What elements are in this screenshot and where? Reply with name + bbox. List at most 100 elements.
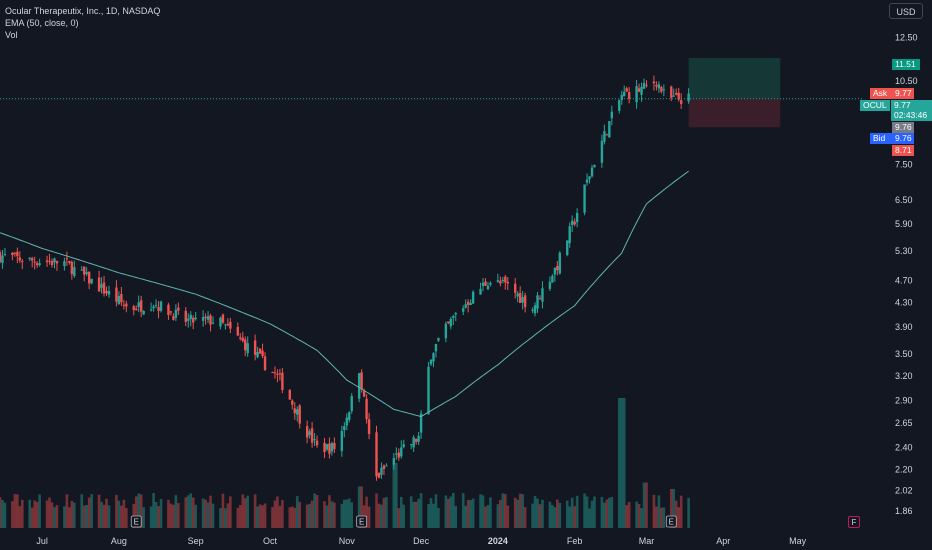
candle bbox=[48, 253, 51, 265]
bid-level-tag: 9.76 bbox=[892, 122, 914, 133]
last-price-tag: 9.77 bbox=[891, 100, 932, 111]
candle bbox=[637, 83, 641, 93]
candle bbox=[276, 369, 279, 383]
candle bbox=[278, 368, 282, 381]
volume-bar bbox=[588, 508, 591, 528]
candle bbox=[538, 295, 542, 300]
candle bbox=[479, 282, 482, 295]
volume-bar bbox=[523, 507, 527, 528]
candle bbox=[293, 402, 296, 420]
candle bbox=[323, 437, 326, 459]
candle bbox=[375, 425, 378, 481]
volume-bar bbox=[45, 500, 49, 528]
volume-bar bbox=[600, 496, 604, 528]
volume-bar bbox=[451, 492, 455, 528]
candle bbox=[400, 440, 403, 459]
symbol-title[interactable]: Ocular Therapeutix, Inc., 1D, NASDAQ bbox=[5, 6, 161, 16]
candle bbox=[518, 286, 522, 303]
volume-bar bbox=[186, 495, 190, 528]
y-tick-label: 2.40 bbox=[895, 443, 913, 453]
volume-bar bbox=[677, 507, 681, 528]
candle bbox=[380, 462, 383, 479]
candle bbox=[429, 359, 433, 366]
candle bbox=[652, 75, 656, 91]
volume-bars bbox=[0, 398, 690, 528]
volume-bar bbox=[622, 398, 626, 528]
candle bbox=[531, 307, 534, 314]
candle bbox=[256, 346, 259, 359]
volume-bar bbox=[273, 500, 277, 528]
position-zones[interactable] bbox=[688, 57, 781, 128]
volume-bar bbox=[308, 503, 311, 528]
candle bbox=[452, 314, 455, 325]
candle bbox=[558, 251, 562, 275]
currency-button[interactable]: USD bbox=[889, 3, 923, 19]
candle bbox=[523, 292, 527, 313]
candle bbox=[608, 121, 611, 138]
candle bbox=[209, 313, 212, 332]
f-badge[interactable]: F bbox=[848, 516, 860, 528]
candle bbox=[18, 251, 22, 264]
volume-bar bbox=[499, 499, 502, 528]
volume-bar bbox=[305, 504, 309, 528]
volume-bar bbox=[434, 494, 438, 528]
volume-bar bbox=[159, 499, 163, 528]
y-tick-label: 2.20 bbox=[895, 464, 913, 474]
candle bbox=[154, 299, 158, 309]
earnings-marker[interactable]: E bbox=[130, 515, 142, 528]
candle bbox=[50, 258, 54, 268]
volume-bar bbox=[105, 498, 108, 528]
y-axis[interactable]: 12.50 10.50 7.50 6.50 5.90 5.30 4.70 4.30 3.90 3.… bbox=[895, 32, 918, 516]
candle bbox=[449, 316, 453, 330]
candle bbox=[568, 222, 571, 248]
volume-bar bbox=[169, 503, 173, 528]
volume-bar bbox=[137, 493, 141, 528]
candle bbox=[486, 281, 490, 291]
candle bbox=[642, 78, 646, 89]
volume-bar bbox=[662, 507, 666, 528]
candle bbox=[328, 437, 331, 459]
candle bbox=[662, 84, 666, 97]
volume-bar bbox=[256, 506, 259, 528]
stop-zone[interactable] bbox=[688, 98, 781, 128]
candle bbox=[345, 413, 348, 431]
volume-bar bbox=[516, 499, 519, 528]
volume-bar bbox=[343, 499, 346, 528]
volume-bar bbox=[246, 495, 250, 528]
volume-bar bbox=[90, 494, 93, 528]
volume-bar bbox=[397, 508, 401, 528]
candle bbox=[687, 88, 690, 104]
volume-legend[interactable]: Vol bbox=[5, 30, 18, 40]
volume-bar bbox=[375, 493, 378, 528]
y-tick-label: 10.50 bbox=[895, 76, 918, 86]
symbol-tag: OCUL bbox=[860, 100, 890, 111]
earnings-marker[interactable]: E bbox=[356, 515, 368, 528]
candle bbox=[541, 281, 544, 309]
y-tick-label: 4.70 bbox=[895, 276, 913, 286]
candle bbox=[447, 321, 450, 325]
x-axis[interactable]: Jul Aug Sep Oct Nov Dec 2024 Feb Mar Apr May bbox=[36, 536, 806, 546]
target-zone[interactable] bbox=[688, 57, 781, 99]
ema-legend[interactable]: EMA (50, close, 0) bbox=[5, 18, 79, 28]
candle bbox=[80, 266, 83, 271]
volume-bar bbox=[496, 504, 500, 528]
candle bbox=[229, 317, 232, 334]
candle bbox=[645, 80, 648, 88]
candle bbox=[670, 85, 673, 102]
candle bbox=[28, 257, 31, 262]
volume-bar bbox=[63, 506, 66, 528]
candle bbox=[412, 435, 415, 452]
volume-bar bbox=[100, 501, 103, 528]
volume-bar bbox=[53, 507, 56, 528]
earnings-marker[interactable]: E bbox=[665, 515, 677, 528]
volume-bar bbox=[271, 507, 274, 528]
volume-bar bbox=[454, 506, 458, 528]
volume-bar bbox=[447, 498, 450, 528]
candle bbox=[105, 286, 108, 297]
y-tick-label: 3.90 bbox=[895, 322, 913, 332]
candle bbox=[434, 343, 438, 358]
volume-bar bbox=[13, 494, 17, 528]
candle bbox=[68, 260, 71, 265]
